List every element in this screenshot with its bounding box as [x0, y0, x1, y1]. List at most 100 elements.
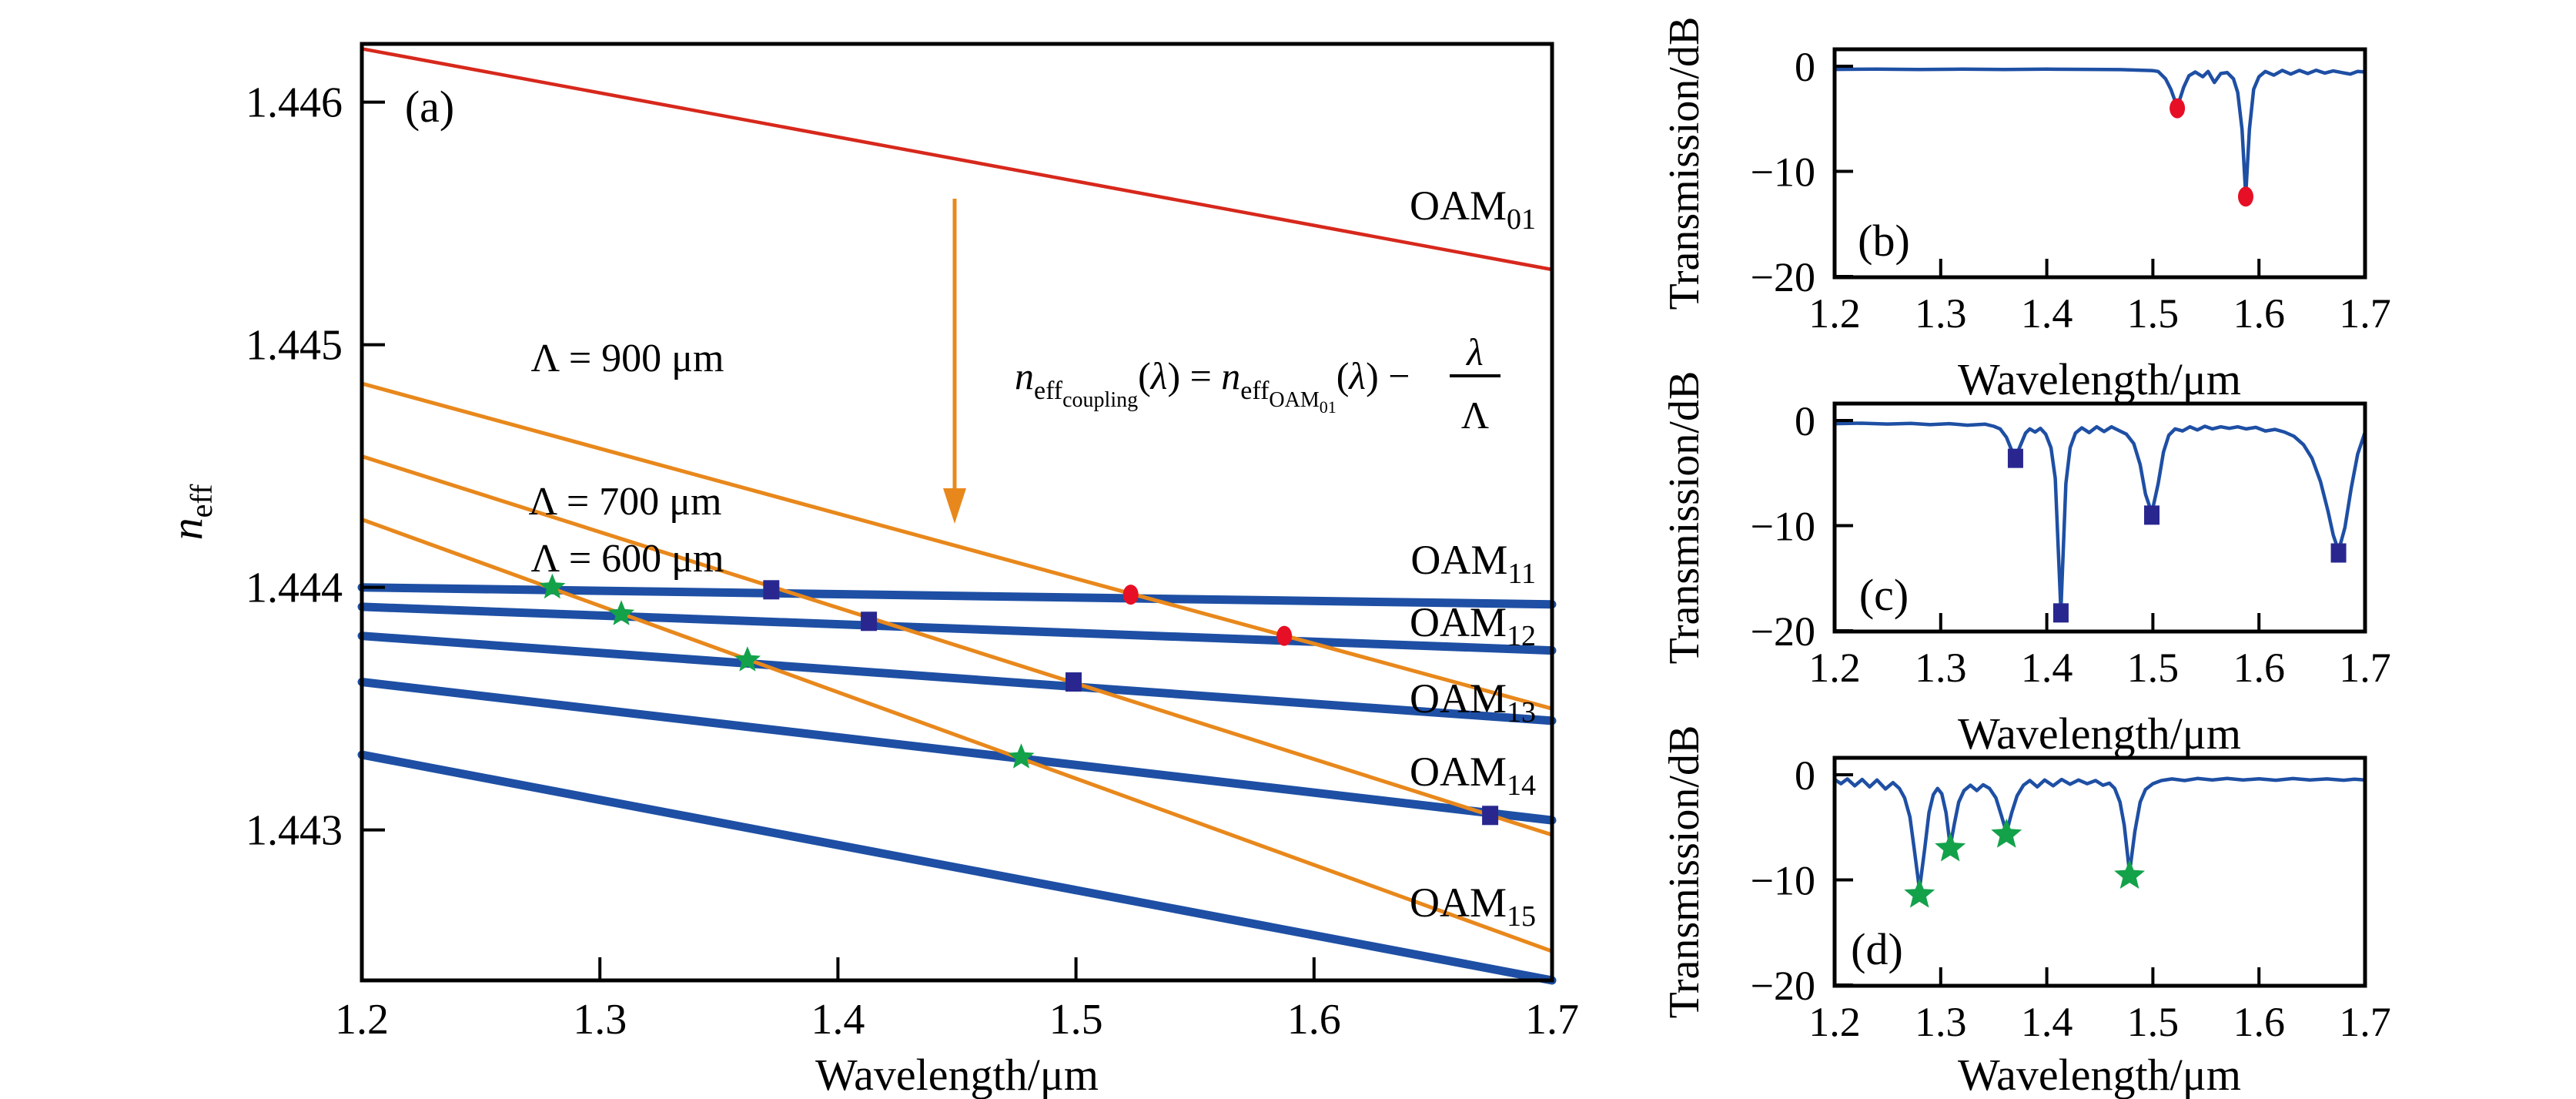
x-tick-label: 1.5 — [2127, 645, 2180, 691]
y-axis-title-a: neff — [162, 484, 219, 540]
y-axis-title-d: Transmission/dB — [1661, 725, 1708, 1019]
grating-period-label-2: Λ = 600 μm — [530, 537, 724, 581]
x-tick-label: 1.2 — [1808, 290, 1861, 337]
y-axis-title-c: Transmission/dB — [1661, 371, 1708, 665]
panel-a: 1.2 1.3 1.4 1.5 1.6 1.7 1.443 1.444 1.445 1.446 (a… — [162, 42, 1579, 1099]
star-marker — [607, 600, 635, 625]
markers-phase-match-700 — [763, 580, 1499, 826]
mode-label-OAM12: OAM12 — [1410, 599, 1536, 652]
square-marker — [1066, 672, 1082, 692]
panel-label-c: (c) — [1859, 570, 1909, 620]
square-marker — [861, 611, 878, 632]
markers-dip-600 — [1904, 818, 2146, 908]
y-tick-label: 1.443 — [246, 807, 343, 855]
panel-label-d: (d) — [1851, 924, 1903, 974]
mode-label-OAM13: OAM13 — [1410, 675, 1536, 729]
square-marker — [2052, 603, 2069, 623]
star-marker — [539, 573, 566, 599]
star-marker — [1008, 743, 1035, 769]
y-tick-label: 1.446 — [246, 79, 343, 127]
circle-marker — [1276, 625, 1293, 646]
plot-border-d — [1832, 756, 2367, 988]
y-tick-label: 0 — [1795, 752, 1815, 799]
plot-border-c — [1832, 401, 2367, 634]
markers-phase-match-900 — [1122, 585, 1293, 646]
x-tick-label: 1.3 — [573, 996, 627, 1044]
line-OAM14 — [357, 678, 1557, 825]
x-tick-label: 1.6 — [1287, 996, 1341, 1044]
x-tick-label: 1.4 — [2021, 290, 2073, 337]
panel-b: 1.2 1.3 1.4 1.5 1.6 1.7 0 −10 −20 (b) Wavelength/μ… — [1661, 17, 2391, 404]
star-marker — [1935, 832, 1966, 862]
x-tick-label: 1.2 — [335, 996, 389, 1044]
coupling-formula: neffcoupling(λ) = neffOAM01(λ) − — [1015, 354, 1410, 417]
square-marker — [2144, 505, 2160, 525]
line-OAM11 — [357, 583, 1557, 609]
circle-marker — [1122, 585, 1139, 605]
line-OAM12 — [357, 602, 1557, 655]
x-tick-label: 1.4 — [2021, 999, 2073, 1045]
curve-transmission-600um — [1832, 776, 2367, 892]
square-marker — [2007, 448, 2023, 468]
grating-period-label-1: Λ = 700 μm — [528, 480, 721, 524]
square-marker — [1482, 806, 1499, 826]
x-tick-label: 1.7 — [2339, 999, 2391, 1045]
x-tick-label: 1.3 — [1915, 645, 1967, 691]
star-marker — [1991, 818, 2022, 848]
mode-label-OAM11: OAM11 — [1410, 537, 1536, 590]
y-tick-label: 0 — [1795, 44, 1815, 90]
y-tick-label: −20 — [1751, 963, 1815, 1009]
markers-dip-900 — [2170, 98, 2253, 207]
star-marker — [2114, 859, 2146, 889]
circle-marker — [2170, 98, 2186, 119]
line-OAM01 — [360, 47, 1554, 272]
line-coupling-900um — [360, 381, 1554, 711]
x-tick-label: 1.2 — [1808, 999, 1861, 1045]
x-tick-label: 1.7 — [2339, 645, 2391, 691]
line-coupling-600um — [360, 518, 1554, 953]
y-axis-title-b: Transmission/dB — [1661, 17, 1708, 310]
line-coupling-700um — [360, 454, 1554, 837]
y-tick-label: 1.445 — [246, 322, 343, 370]
y-tick-label: −10 — [1751, 858, 1815, 904]
x-tick-label: 1.5 — [2127, 290, 2180, 337]
y-tick-label: −20 — [1751, 254, 1815, 300]
y-tick-label: −10 — [1751, 149, 1815, 196]
panel-label-a: (a) — [405, 82, 454, 132]
mode-label-OAM14: OAM14 — [1410, 749, 1536, 802]
x-tick-label: 1.4 — [2021, 645, 2073, 691]
x-tick-label: 1.5 — [2127, 999, 2180, 1045]
star-marker — [734, 646, 761, 672]
x-tick-label: 1.4 — [811, 996, 865, 1044]
x-axis-title-b: Wavelength/μm — [1958, 354, 2241, 404]
grating-period-label-0: Λ = 900 μm — [530, 337, 724, 380]
formula-arrow-head — [943, 488, 966, 524]
mode-label-OAM15: OAM15 — [1410, 880, 1536, 933]
mode-label-OAM01: OAM01 — [1410, 183, 1536, 236]
plot-border-a — [360, 42, 1554, 983]
x-tick-label: 1.7 — [1525, 996, 1579, 1044]
square-marker — [2330, 543, 2347, 563]
x-axis-title-a: Wavelength/μm — [815, 1050, 1099, 1099]
x-axis-title-d: Wavelength/μm — [1958, 1050, 2241, 1099]
star-marker — [1904, 878, 1935, 908]
y-tick-label: −20 — [1751, 608, 1815, 655]
x-tick-label: 1.2 — [1808, 645, 1861, 691]
panel-c: 1.2 1.3 1.4 1.5 1.6 1.7 0 −10 −20 (c) Wavelength/μ… — [1661, 371, 2391, 759]
markers-phase-match-600 — [539, 573, 1035, 769]
y-tick-label: −10 — [1751, 504, 1815, 550]
x-tick-label: 1.6 — [2233, 290, 2285, 337]
plot-border-b — [1832, 47, 2367, 280]
formula-fraction-numerator: λ — [1465, 330, 1484, 374]
square-marker — [763, 580, 780, 600]
x-tick-label: 1.6 — [2233, 999, 2285, 1045]
y-tick-label: 1.444 — [246, 565, 343, 612]
x-axis-title-c: Wavelength/μm — [1958, 709, 2241, 759]
panel-label-b: (b) — [1858, 216, 1910, 266]
x-tick-label: 1.3 — [1915, 999, 1967, 1045]
x-tick-label: 1.5 — [1049, 996, 1103, 1044]
x-tick-label: 1.3 — [1915, 290, 1967, 337]
markers-dip-700 — [2007, 448, 2347, 623]
